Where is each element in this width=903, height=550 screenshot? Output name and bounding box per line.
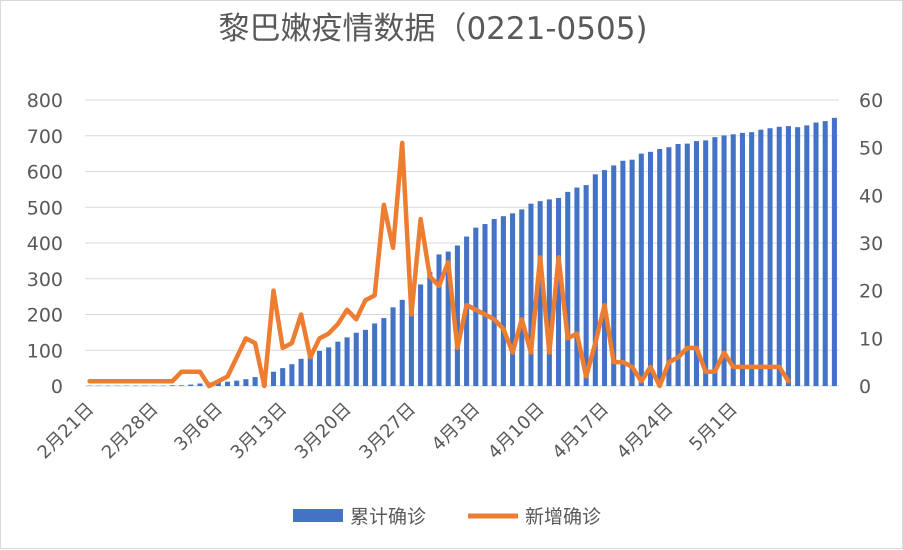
left-tick-8: 800 <box>27 90 63 112</box>
bar-32 <box>381 318 386 386</box>
left-tick-7: 700 <box>27 126 63 148</box>
bar-30 <box>363 330 368 386</box>
bar-61 <box>648 152 653 386</box>
right-tick-2: 20 <box>859 281 883 303</box>
bar-68 <box>712 137 717 386</box>
legend-label-cumulative: 累计确诊 <box>350 506 426 528</box>
right-tick-1: 10 <box>859 328 883 350</box>
bar-81 <box>832 118 837 386</box>
bar-73 <box>758 130 763 386</box>
bar-62 <box>657 149 662 386</box>
bar-78 <box>804 125 809 386</box>
bar-46 <box>510 213 515 386</box>
bar-71 <box>740 133 745 386</box>
bar-11 <box>188 385 193 386</box>
bar-52 <box>565 192 570 386</box>
bar-77 <box>795 127 800 386</box>
bar-36 <box>418 284 423 386</box>
right-tick-3: 30 <box>859 233 883 255</box>
bar-16 <box>234 381 239 386</box>
bar-59 <box>630 160 635 386</box>
left-tick-3: 300 <box>27 269 63 291</box>
bar-60 <box>639 154 644 386</box>
bar-17 <box>243 379 248 386</box>
bar-50 <box>547 199 552 386</box>
bar-27 <box>335 342 340 386</box>
bar-24 <box>308 356 313 386</box>
x-tick-5: 3月27日 <box>355 399 420 464</box>
bar-31 <box>372 323 377 386</box>
bar-72 <box>749 132 754 386</box>
x-tick-3: 3月13日 <box>227 399 292 464</box>
x-tick-0: 2月21日 <box>34 399 99 464</box>
bar-44 <box>492 219 497 386</box>
right-axis-ticks: 0 10 20 30 40 50 60 <box>859 90 883 398</box>
bar-33 <box>391 307 396 386</box>
bar-23 <box>299 359 304 386</box>
bar-43 <box>482 224 487 386</box>
chart-title: 黎巴嫩疫情数据（0221-0505) <box>218 11 647 47</box>
bar-75 <box>777 127 782 386</box>
x-tick-4: 3月20日 <box>291 399 356 464</box>
bar-26 <box>326 347 331 386</box>
bar-45 <box>501 216 506 386</box>
x-tick-7: 4月10日 <box>484 399 549 464</box>
bar-22 <box>289 364 294 386</box>
x-tick-1: 2月28日 <box>98 399 163 464</box>
bar-54 <box>584 185 589 386</box>
bar-69 <box>722 135 727 386</box>
bar-29 <box>354 333 359 386</box>
bar-25 <box>317 351 322 386</box>
bar-80 <box>823 121 828 386</box>
left-tick-6: 600 <box>27 162 63 184</box>
legend: 累计确诊 新增确诊 <box>293 506 601 528</box>
bar-37 <box>427 272 432 386</box>
right-tick-4: 40 <box>859 185 883 207</box>
bar-48 <box>528 204 533 386</box>
bar-74 <box>768 128 773 386</box>
bar-53 <box>574 188 579 386</box>
left-tick-5: 500 <box>27 197 63 219</box>
x-tick-2: 3月6日 <box>170 399 227 456</box>
bar-15 <box>225 382 230 386</box>
legend-label-new: 新增确诊 <box>525 506 601 528</box>
right-tick-0: 0 <box>859 376 871 398</box>
left-tick-1: 100 <box>27 340 63 362</box>
bar-56 <box>602 170 607 386</box>
bar-18 <box>253 377 258 386</box>
bar-21 <box>280 368 285 386</box>
bar-28 <box>345 337 350 386</box>
x-tick-8: 4月17日 <box>548 399 613 464</box>
bar-76 <box>786 126 791 386</box>
bar-series-cumulative <box>87 118 837 386</box>
right-tick-5: 50 <box>859 138 883 160</box>
bar-9 <box>170 385 175 386</box>
bar-70 <box>731 134 736 386</box>
bar-20 <box>271 372 276 386</box>
bar-79 <box>813 123 818 386</box>
x-tick-9: 4月24日 <box>613 399 678 464</box>
bar-34 <box>400 300 405 386</box>
left-axis-ticks: 0 100 200 300 400 500 600 700 800 <box>27 90 63 398</box>
bar-58 <box>620 161 625 386</box>
bar-63 <box>666 147 671 386</box>
bar-10 <box>179 385 184 386</box>
bar-47 <box>519 209 524 386</box>
right-tick-6: 60 <box>859 90 883 112</box>
x-tick-10: 5月1日 <box>685 399 742 456</box>
x-tick-6: 4月3日 <box>428 399 485 456</box>
bar-64 <box>676 144 681 386</box>
bar-67 <box>703 140 708 386</box>
left-tick-2: 200 <box>27 305 63 327</box>
legend-swatch-bar <box>293 509 343 522</box>
bar-38 <box>436 254 441 386</box>
left-tick-4: 400 <box>27 233 63 255</box>
left-tick-0: 0 <box>51 376 63 398</box>
bar-12 <box>197 383 202 386</box>
